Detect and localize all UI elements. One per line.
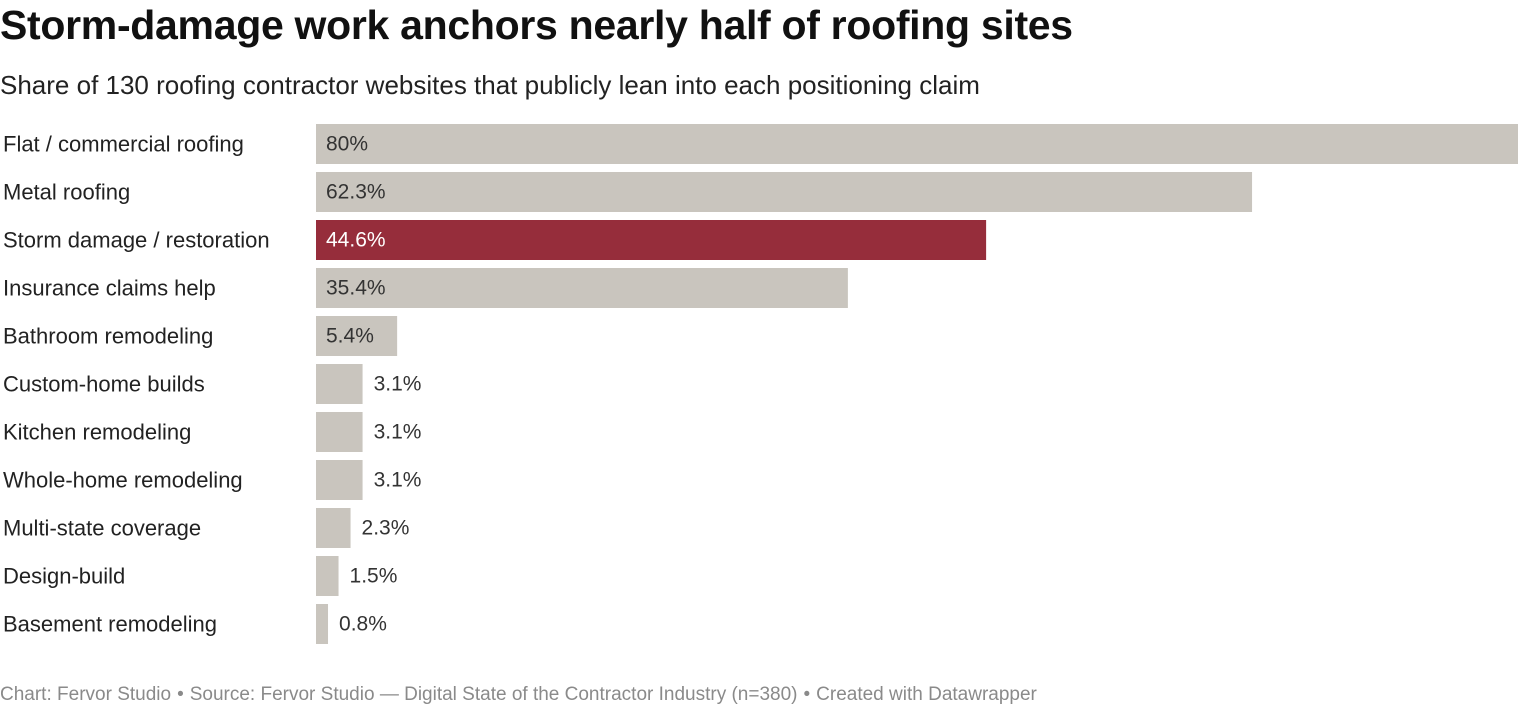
category-label: Storm damage / restoration [3, 228, 270, 253]
value-label: 3.1% [374, 469, 422, 492]
category-label: Design-build [3, 564, 125, 589]
bar-row: Kitchen remodeling 3.1% [3, 412, 421, 452]
category-label: Bathroom remodeling [3, 324, 213, 349]
bar-row: Flat / commercial roofing 80% [3, 124, 1518, 164]
category-label: Flat / commercial roofing [3, 132, 244, 157]
value-label: 44.6% [326, 229, 386, 252]
chart-credit: Chart: Fervor Studio [0, 684, 172, 705]
bar-highlight [316, 220, 987, 260]
bar [316, 316, 398, 356]
bar-row: Whole-home remodeling 3.1% [3, 460, 421, 500]
bar [316, 508, 351, 548]
bar-row: Design-build 1.5% [3, 556, 397, 596]
category-label: Multi-state coverage [3, 516, 201, 541]
value-label: 3.1% [374, 373, 422, 396]
bar [316, 412, 363, 452]
category-label: Metal roofing [3, 180, 130, 205]
value-label: 0.8% [339, 613, 387, 636]
value-label: 3.1% [374, 421, 422, 444]
value-label: 5.4% [326, 325, 374, 348]
value-label: 80% [326, 133, 368, 156]
category-label: Insurance claims help [3, 276, 216, 301]
bar-row: Metal roofing 62.3% [3, 172, 1253, 212]
bar [316, 556, 339, 596]
category-label: Custom-home builds [3, 372, 205, 397]
bar-row: Basement remodeling 0.8% [3, 604, 387, 644]
footer-separator: • [177, 684, 184, 705]
bar-row: Insurance claims help 35.4% [3, 268, 848, 308]
bar-row: Storm damage / restoration 44.6% [3, 220, 987, 260]
bar [316, 268, 848, 308]
chart-footer: Chart: Fervor Studio • Source: Fervor Stud… [0, 684, 1037, 706]
category-label: Basement remodeling [3, 612, 217, 637]
value-label: 62.3% [326, 181, 386, 204]
bar [316, 460, 363, 500]
source-note: Source: Fervor Studio — Digital State of… [189, 684, 798, 705]
bar [316, 172, 1253, 212]
bar-row: Multi-state coverage 2.3% [3, 508, 409, 548]
value-label: 2.3% [362, 517, 410, 540]
chart-subtitle: Share of 130 roofing contractor websites… [0, 70, 980, 100]
value-label: 1.5% [350, 565, 398, 588]
bar-row: Bathroom remodeling 5.4% [3, 316, 398, 356]
chart-title: Storm-damage work anchors nearly half of… [0, 2, 1073, 48]
category-label: Kitchen remodeling [3, 420, 191, 445]
bar [316, 604, 329, 644]
bar-row: Custom-home builds 3.1% [3, 364, 421, 404]
bar [316, 124, 1518, 164]
category-label: Whole-home remodeling [3, 468, 243, 493]
bar-chart: Flat / commercial roofing 80% Metal roofin… [3, 124, 1518, 644]
created-with-credit: Created with Datawrapper [816, 684, 1037, 705]
footer-separator: • [803, 684, 811, 705]
value-label: 35.4% [326, 277, 386, 300]
bar [316, 364, 363, 404]
